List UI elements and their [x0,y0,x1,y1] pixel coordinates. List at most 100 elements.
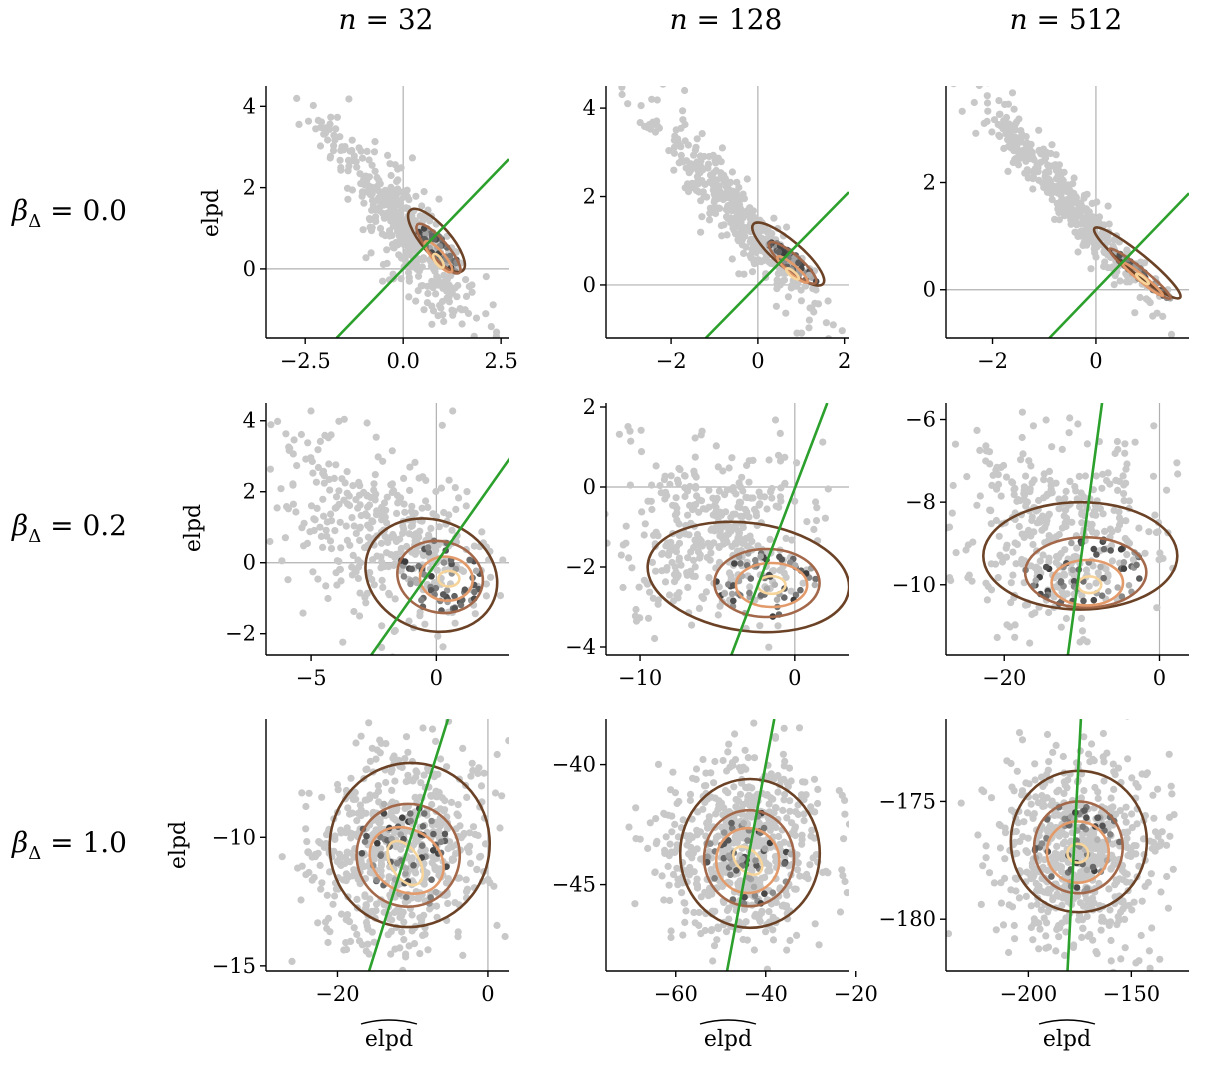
y-axis-label-row-2: elpd [166,821,191,869]
point [795,724,804,732]
point [445,476,453,484]
point [385,873,393,881]
point [1018,433,1026,442]
point [255,481,262,488]
point [689,774,697,782]
point [1105,921,1113,930]
x-axis-label-col-0: elpd [360,1019,418,1052]
point [1128,810,1136,818]
point [340,415,348,423]
point [780,762,788,770]
point [1001,824,1009,832]
x-tick-label: 0 [788,666,801,690]
point [445,283,453,292]
point [330,142,338,150]
point [681,918,689,927]
point [937,547,944,554]
point [632,835,640,843]
point [1029,936,1037,944]
point [1059,850,1067,858]
point [1009,479,1017,487]
point [1122,803,1130,811]
point [1008,89,1017,97]
point [1134,783,1142,791]
dense-point [720,829,728,836]
point [799,579,807,587]
point [326,868,334,876]
point [401,898,409,906]
point [333,557,341,565]
point [653,837,661,846]
point [733,178,741,186]
dense-point [778,556,786,563]
point [318,793,326,801]
point [723,486,731,494]
point [1053,199,1061,208]
point [1123,246,1131,254]
point [314,849,322,857]
point [435,523,443,531]
point [463,793,471,802]
point [703,193,711,201]
point [749,494,757,502]
point [307,407,315,415]
point [996,110,1004,118]
point [1065,429,1073,437]
point [974,831,982,839]
point [469,823,478,831]
point [1024,834,1032,842]
point [1132,850,1140,858]
dense-point [733,867,740,874]
point [358,154,367,162]
dense-point [731,560,738,567]
point [1142,295,1150,303]
point [769,936,778,944]
point [815,941,823,949]
dense-point [1083,866,1091,874]
y-tick-label: −2 [225,622,256,646]
point [1159,312,1167,320]
point [692,473,700,481]
point [1163,841,1171,849]
point [982,842,990,850]
point [1122,878,1130,886]
point [729,761,737,770]
point [712,209,720,218]
point [353,930,361,939]
point [667,472,675,480]
point [691,434,699,442]
point [652,815,660,823]
point [1106,480,1114,488]
point [983,99,992,107]
point [321,431,329,439]
dense-point [1090,596,1098,604]
x-tick-label: −10 [618,666,662,690]
point [774,270,782,278]
dense-point [730,597,737,605]
point [343,184,352,192]
point [750,754,759,762]
y-tick-label: 0 [923,278,936,302]
point [396,201,404,209]
point [712,442,720,450]
point [699,188,707,196]
point [347,774,355,782]
point [371,471,379,479]
point [370,995,377,1002]
point [447,798,456,807]
dense-point [1120,565,1128,572]
point [391,560,399,568]
point [712,159,720,167]
point [368,928,376,936]
point [418,202,426,210]
point [779,750,788,758]
point [302,802,310,811]
reference-line [1048,192,1189,338]
point [734,503,742,511]
point [1109,760,1117,768]
point [394,165,402,173]
point [309,568,317,576]
kde-contour-2 [734,561,809,609]
